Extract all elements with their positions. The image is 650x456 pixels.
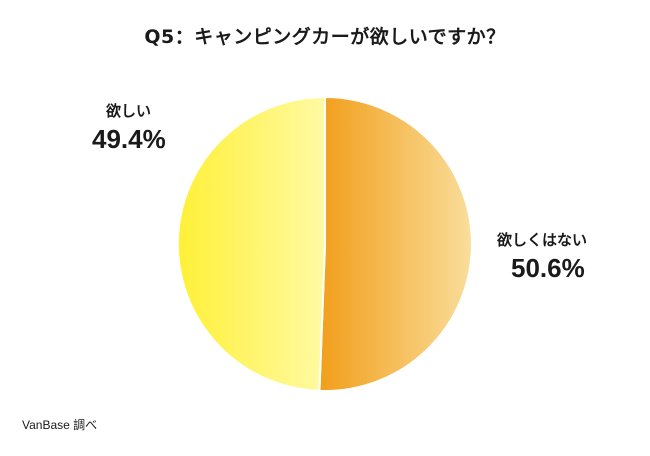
chart-title: Q5：キャンピングカーが欲しいですか？ xyxy=(144,26,506,48)
pie-slice-want xyxy=(176,95,326,392)
source-note: VanBase 調べ xyxy=(22,418,98,432)
slice-value-want: 49.4% xyxy=(92,124,166,154)
slice-label-not-want: 欲しくはない 50.6% xyxy=(497,231,588,283)
slice-value-not-want: 50.6% xyxy=(511,253,585,283)
slice-label-want: 欲しい 49.4% xyxy=(92,102,166,154)
slice-name-want: 欲しい xyxy=(106,102,152,120)
pie-slice-not-want xyxy=(318,95,473,392)
slice-name-not-want: 欲しくはない xyxy=(497,231,588,249)
